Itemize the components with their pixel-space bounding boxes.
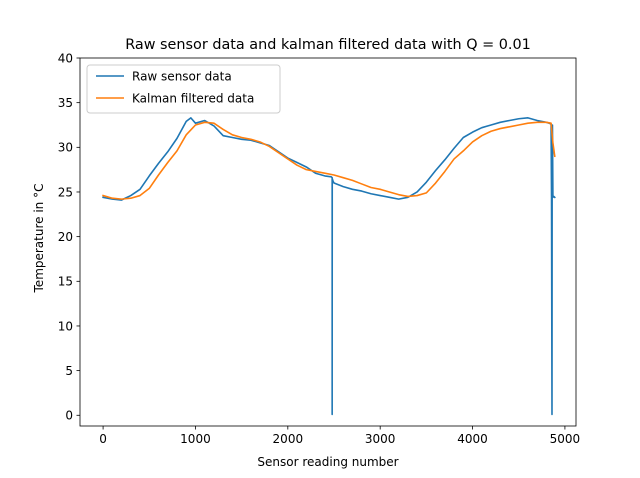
plot-frame — [79, 57, 577, 427]
legend-label-2: Kalman filtered data — [132, 91, 254, 105]
plot-area — [102, 117, 556, 416]
series-group — [102, 117, 556, 416]
legend-box — [86, 64, 281, 114]
x-tick-label: 5000 — [550, 432, 581, 446]
x-axis-label: Sensor reading number — [257, 455, 398, 469]
y-tick-label: 20 — [58, 230, 73, 244]
y-axis-label: Temperature in °C — [32, 184, 46, 294]
x-tick-label: 3000 — [365, 432, 396, 446]
x-tick-label: 2000 — [273, 432, 304, 446]
chart-title: Raw sensor data and kalman filtered data… — [125, 37, 531, 53]
y-tick-label: 25 — [58, 185, 73, 199]
x-tick-label: 0 — [99, 432, 107, 446]
y-tick-label: 40 — [58, 51, 73, 65]
y-tick-label: 10 — [58, 319, 73, 333]
legend-label-1: Raw sensor data — [132, 69, 232, 83]
series-line-2 — [102, 121, 556, 200]
series-line-1 — [102, 117, 556, 416]
y-tick-label: 30 — [58, 141, 73, 155]
y-tick-label: 35 — [58, 96, 73, 110]
legend: Raw sensor data Kalman filtered data — [86, 64, 281, 114]
y-tick-label: 15 — [58, 275, 73, 289]
x-tick-label: 4000 — [457, 432, 488, 446]
axes: 0 1000 2000 3000 4000 5000 0 5 10 15 20 25 30 35 40 — [58, 51, 580, 446]
x-tick-label: 1000 — [180, 432, 211, 446]
y-tick-label: 0 — [65, 409, 73, 423]
y-tick-label: 5 — [65, 364, 73, 378]
